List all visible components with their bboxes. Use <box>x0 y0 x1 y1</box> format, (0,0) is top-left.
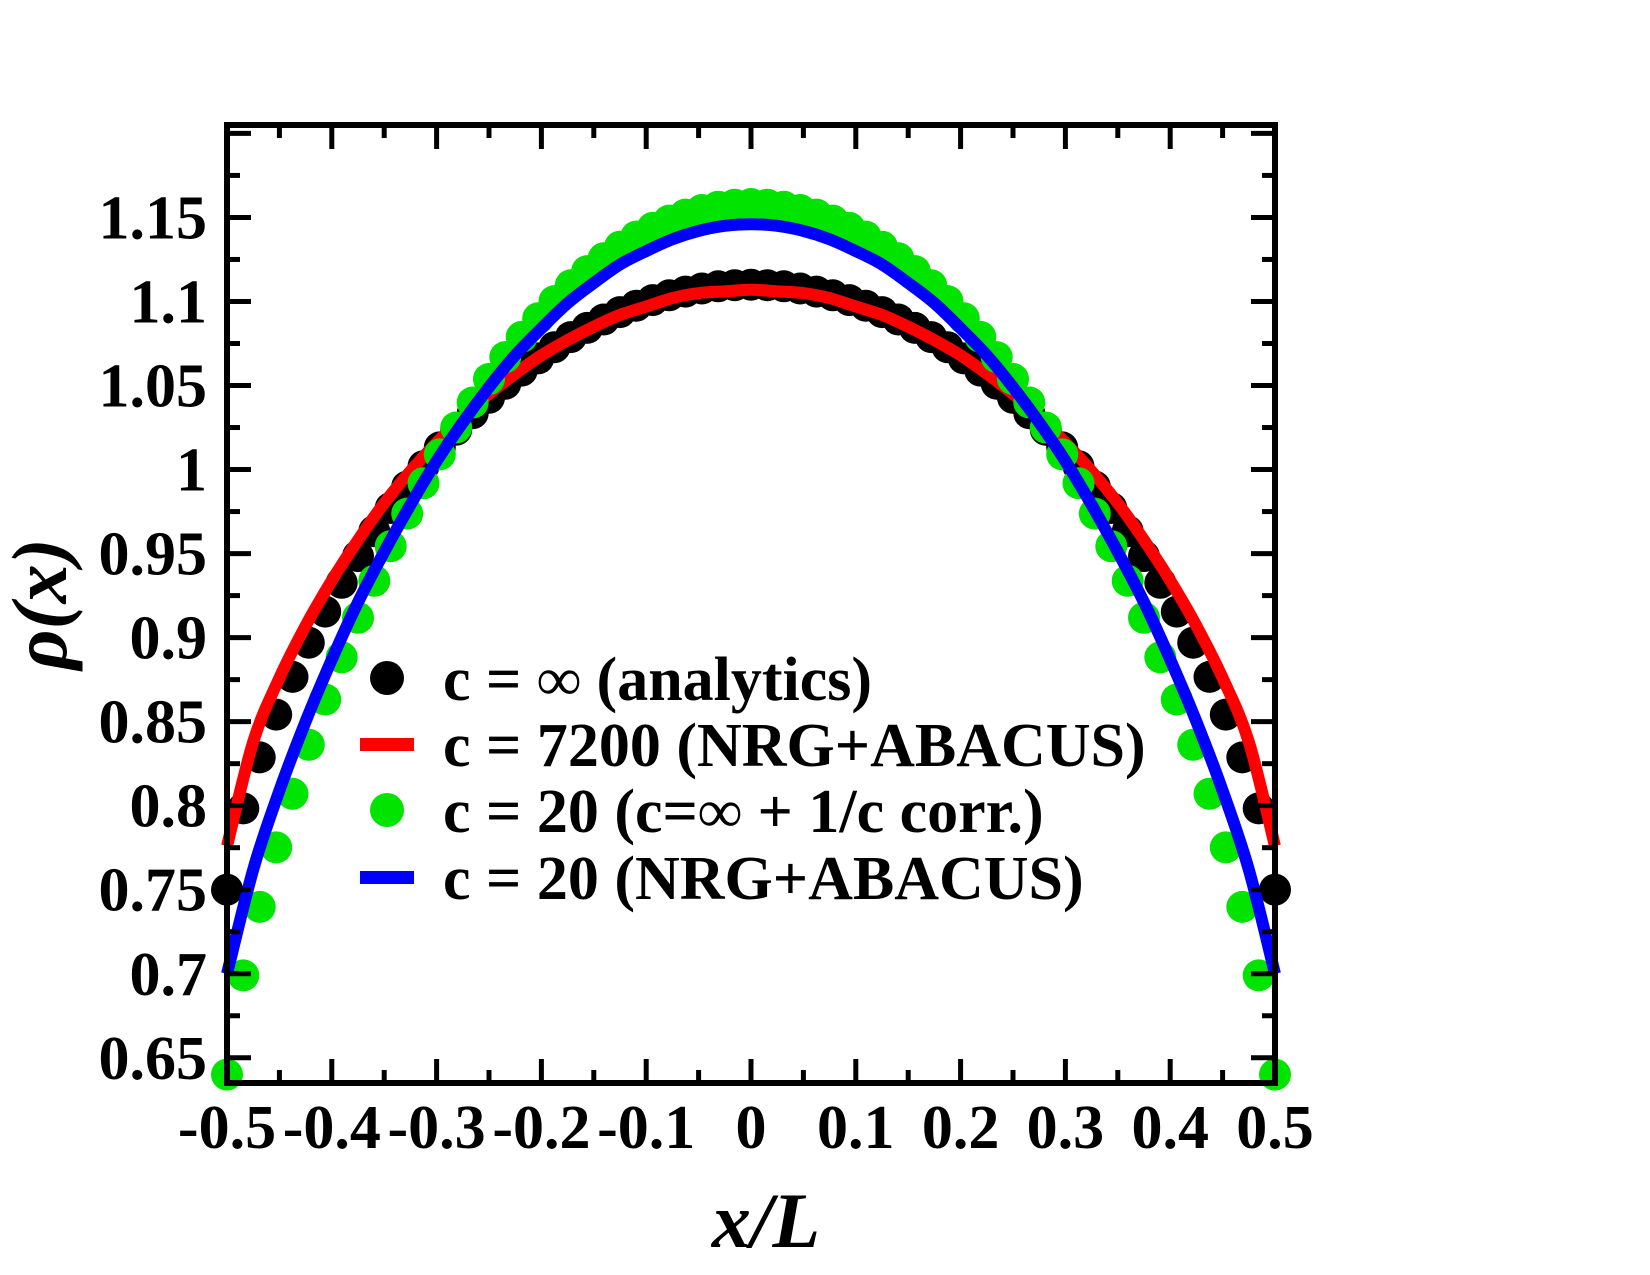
x-tick-label: 0.5 <box>1236 1094 1314 1162</box>
y-tick-label: 1.1 <box>130 268 208 336</box>
series-2 <box>211 188 1291 1091</box>
legend-item-c-7200: c = 7200 (NRG+ABACUS) <box>360 712 1146 780</box>
series-1 <box>221 283 1281 848</box>
x-tick-label: -0.5 <box>178 1094 276 1162</box>
legend-marker-blue-line <box>360 871 414 884</box>
y-tick-label: 0.75 <box>99 857 208 925</box>
tick-labels: -0.5 -0.4 -0.3 -0.2 -0.1 0 0.1 0.2 0.3 0.4 0.5 0.65… <box>99 184 1314 1162</box>
x-tick-label: 0 <box>736 1094 767 1162</box>
x-tick-label: -0.3 <box>388 1094 486 1162</box>
legend-marker-green-circle <box>370 793 404 827</box>
data-line <box>221 283 1281 848</box>
legend-label: c = 20 (NRG+ABACUS) <box>443 845 1084 913</box>
x-tick-label: 0.3 <box>1027 1094 1105 1162</box>
y-tick-label: 1.15 <box>99 184 208 252</box>
y-tick-label: 1.05 <box>99 353 208 421</box>
plot-frame <box>224 122 1278 1086</box>
legend-item-c-infinity: c = ∞ (analytics) <box>370 646 872 714</box>
legend-label: c = 7200 (NRG+ABACUS) <box>443 712 1146 780</box>
y-tick-label: 0.85 <box>99 689 208 757</box>
legend: c = ∞ (analytics) c = 7200 (NRG+ABACUS) … <box>360 646 1146 913</box>
data-line <box>221 218 1281 976</box>
x-tick-label: 0.4 <box>1131 1094 1209 1162</box>
x-tick-label: -0.2 <box>492 1094 590 1162</box>
legend-item-c-20-nrg: c = 20 (NRG+ABACUS) <box>360 845 1084 913</box>
x-tick-label: -0.4 <box>283 1094 381 1162</box>
legend-marker-black-circle <box>370 661 404 695</box>
y-tick-label: 1 <box>176 437 207 505</box>
series-3 <box>221 218 1281 976</box>
y-tick-label: 0.8 <box>130 773 208 841</box>
legend-marker-red-line <box>360 738 414 751</box>
series-layer <box>211 188 1291 1091</box>
y-tick-label: 0.7 <box>130 941 208 1009</box>
x-axis-title: x/L <box>711 1177 820 1264</box>
x-tick-label: 0.1 <box>817 1094 895 1162</box>
legend-label: c = ∞ (analytics) <box>443 646 872 714</box>
data-point <box>1226 890 1259 923</box>
y-axis-title: ρ(x) <box>0 538 83 671</box>
legend-label: c = 20 (c=∞ + 1/c corr.) <box>443 778 1044 846</box>
y-tick-label: 0.95 <box>99 521 208 589</box>
y-tick-label: 0.65 <box>99 1025 208 1093</box>
x-tick-label: -0.1 <box>597 1094 695 1162</box>
data-point <box>243 890 276 923</box>
y-tick-label: 0.9 <box>130 605 208 673</box>
x-tick-label: 0.2 <box>922 1094 1000 1162</box>
legend-item-c-20-corr: c = 20 (c=∞ + 1/c corr.) <box>370 778 1044 846</box>
